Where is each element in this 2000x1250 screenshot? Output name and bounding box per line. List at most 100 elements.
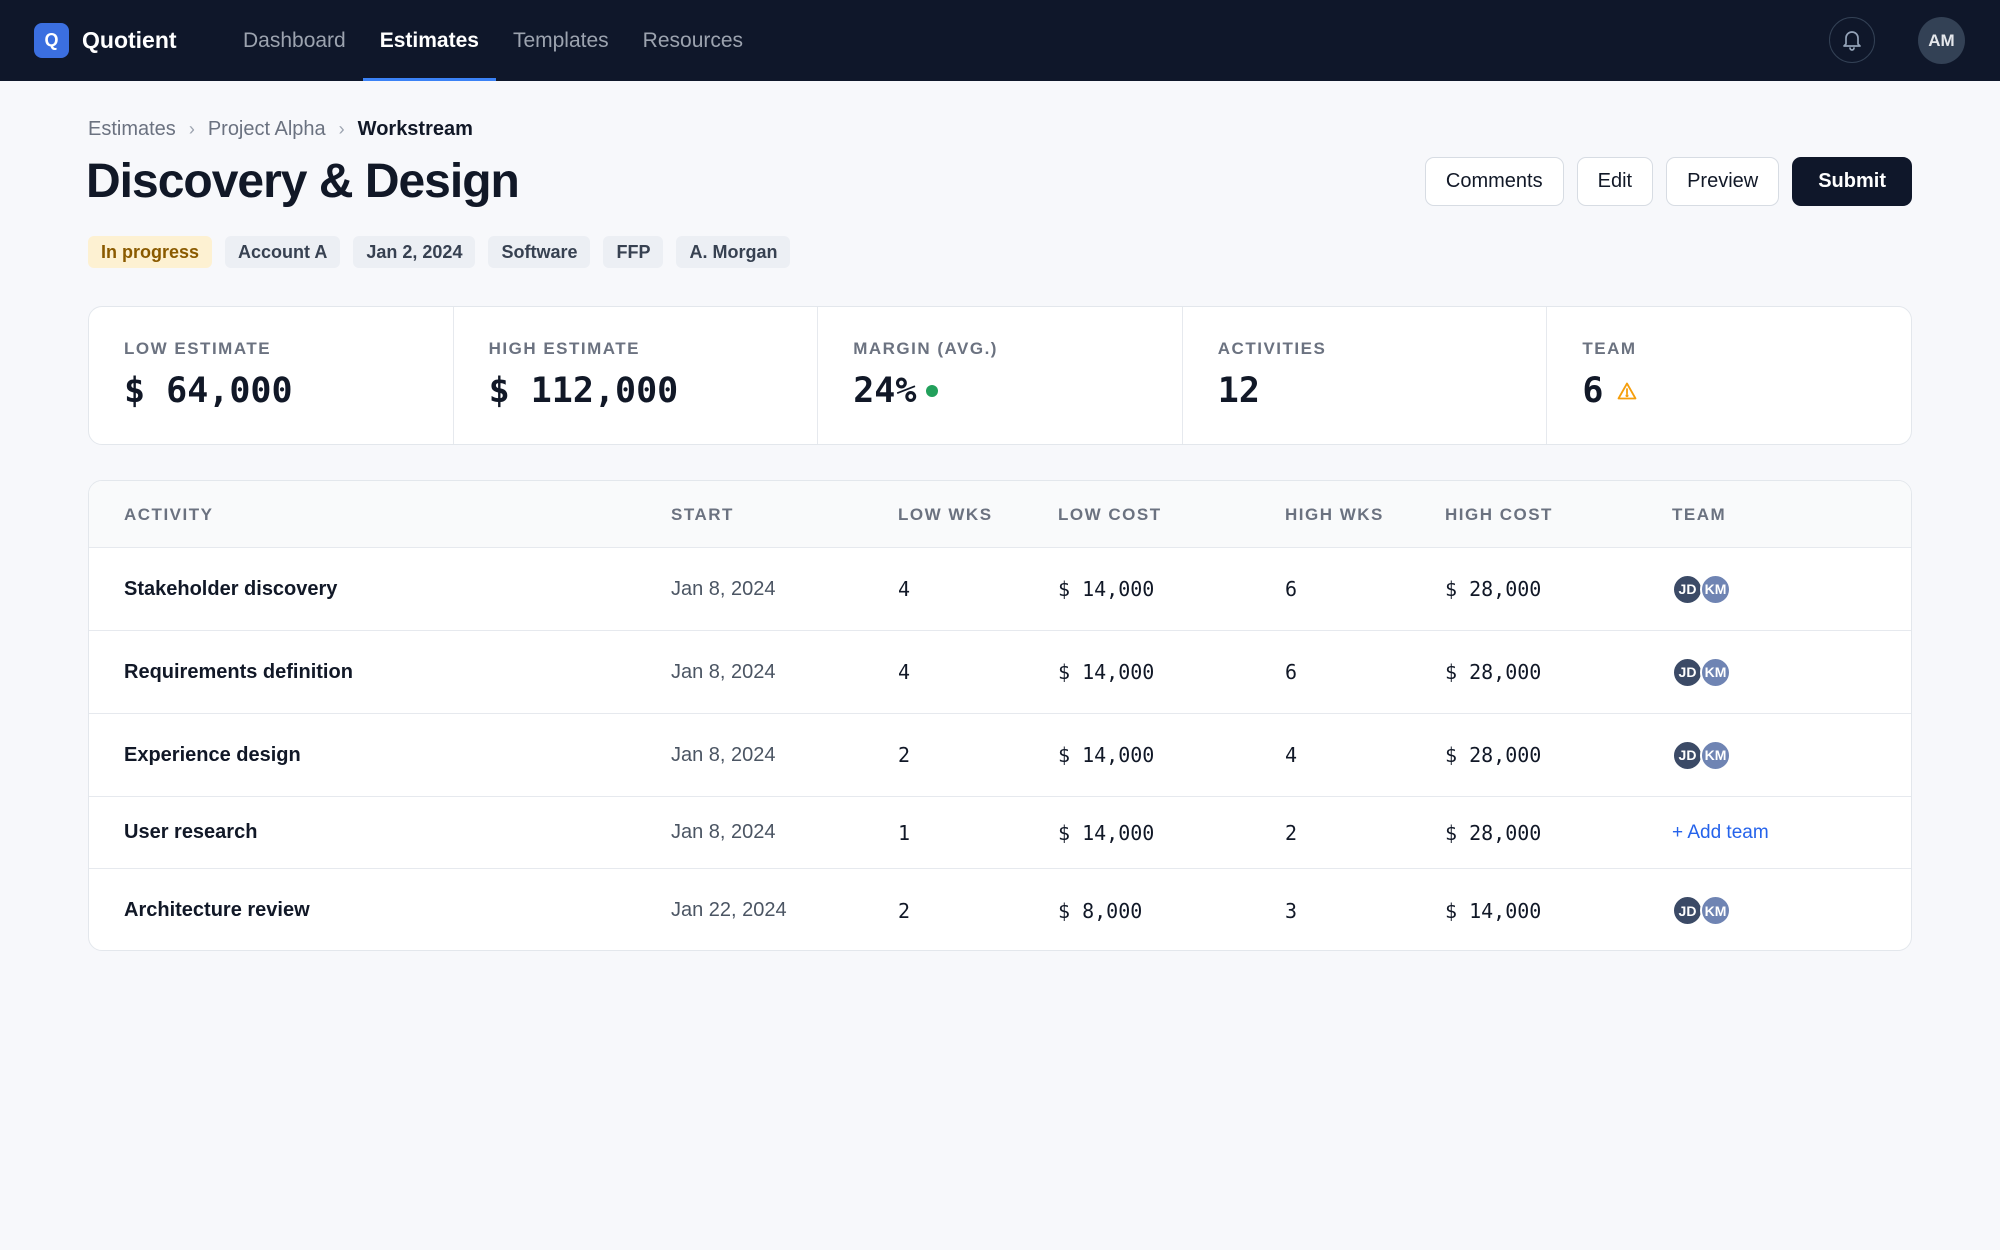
status-dot-icon — [926, 385, 939, 397]
column-header-low-cost[interactable]: LOW COST — [1058, 504, 1162, 524]
team-cell: JD KM — [1672, 631, 1731, 713]
summary-stats: LOW ESTIMATE $ 64,000 HIGH ESTIMATE $ 11… — [88, 306, 1912, 445]
team-cell: + Add team — [1672, 797, 1769, 868]
avatar: JD — [1672, 573, 1703, 605]
column-header-high-cost[interactable]: HIGH COST — [1445, 504, 1553, 524]
activity-name: Architecture review — [124, 899, 310, 921]
owner-tag: A. Morgan — [676, 236, 791, 268]
submit-button[interactable]: Submit — [1792, 157, 1912, 206]
high-wks: 6 — [1285, 660, 1298, 684]
chevron-right-icon: › — [188, 119, 195, 139]
avatar: KM — [1700, 656, 1731, 688]
user-avatar[interactable]: AM — [1918, 17, 1965, 64]
column-header-start[interactable]: START — [671, 504, 734, 524]
chevron-right-icon: › — [338, 119, 345, 139]
stat-team: TEAM 6 — [1547, 307, 1911, 444]
low-wks: 4 — [898, 577, 911, 601]
avatar: JD — [1672, 895, 1703, 926]
column-header-activity[interactable]: ACTIVITY — [124, 504, 214, 524]
comments-button[interactable]: Comments — [1424, 157, 1564, 206]
table-row[interactable]: Stakeholder discovery Jan 8, 2024 4 $ 14… — [89, 548, 1911, 631]
activities-table: ACTIVITY START LOW WKS LOW COST HIGH WKS… — [88, 480, 1912, 951]
table-row[interactable]: Experience design Jan 8, 2024 2 $ 14,000… — [89, 714, 1911, 797]
avatar: JD — [1672, 656, 1703, 688]
stat-value: 24% — [853, 371, 1182, 411]
account-tag: Account A — [225, 236, 341, 268]
team-avatars[interactable]: JD KM — [1672, 656, 1731, 688]
nav-item-estimates[interactable]: Estimates — [362, 0, 497, 81]
table-row[interactable]: User research Jan 8, 2024 1 $ 14,000 2 $… — [89, 797, 1911, 869]
low-cost: $ 14,000 — [1058, 820, 1155, 845]
stat-value: 6 — [1582, 371, 1911, 411]
stat-label: TEAM — [1582, 339, 1637, 358]
team-cell: JD KM — [1672, 714, 1731, 796]
breadcrumb: Estimates › Project Alpha › Workstream — [88, 118, 473, 141]
notifications-button[interactable] — [1829, 17, 1875, 63]
avatar: KM — [1700, 895, 1731, 926]
breadcrumb-item-estimates[interactable]: Estimates — [88, 118, 176, 140]
start-date: Jan 8, 2024 — [671, 577, 776, 600]
high-wks: 4 — [1285, 743, 1298, 767]
table-row[interactable]: Architecture review Jan 22, 2024 2 $ 8,0… — [89, 869, 1911, 950]
low-wks: 2 — [898, 898, 911, 923]
bell-icon — [1843, 31, 1861, 51]
high-wks: 6 — [1285, 577, 1298, 601]
high-wks: 2 — [1285, 820, 1298, 845]
high-cost: $ 28,000 — [1445, 577, 1542, 601]
high-estimate-value: $ 112,000 — [488, 371, 679, 411]
nav-item-templates[interactable]: Templates — [512, 28, 609, 52]
avatar: JD — [1672, 739, 1703, 771]
team-cell: JD KM — [1672, 548, 1731, 630]
low-cost: $ 14,000 — [1058, 743, 1155, 767]
team-value: 6 — [1582, 371, 1604, 411]
activities-value: 12 — [1217, 371, 1260, 411]
column-header-team[interactable]: TEAM — [1672, 504, 1727, 524]
main-nav: Dashboard Estimates Templates Resources — [226, 0, 760, 81]
warning-icon[interactable] — [1617, 382, 1637, 400]
stat-label: ACTIVITIES — [1217, 339, 1327, 358]
activity-name: User research — [124, 821, 258, 843]
nav-item-resources[interactable]: Resources — [642, 28, 744, 52]
team-avatars[interactable]: JD KM — [1672, 573, 1731, 605]
brand[interactable]: Q Quotient — [34, 23, 177, 58]
high-cost: $ 28,000 — [1445, 743, 1542, 767]
start-date: Jan 8, 2024 — [671, 821, 776, 843]
low-wks: 4 — [898, 660, 911, 684]
stat-label: HIGH ESTIMATE — [488, 339, 641, 358]
page-title: Discovery & Design — [86, 155, 520, 208]
activity-name: Experience design — [124, 743, 301, 766]
nav-item-dashboard[interactable]: Dashboard — [243, 28, 346, 52]
team-avatars[interactable]: JD KM — [1672, 895, 1731, 926]
start-date: Jan 8, 2024 — [671, 660, 776, 683]
low-wks: 2 — [898, 743, 911, 767]
stat-label: LOW ESTIMATE — [124, 339, 272, 358]
column-header-high-wks[interactable]: HIGH WKS — [1285, 504, 1384, 524]
date-tag: Jan 2, 2024 — [353, 236, 476, 268]
activity-name: Requirements definition — [124, 660, 353, 683]
low-cost: $ 14,000 — [1058, 577, 1155, 601]
stat-value: $ 112,000 — [489, 371, 818, 411]
column-header-low-wks[interactable]: LOW WKS — [898, 504, 993, 524]
top-nav: Q Quotient Dashboard Estimates Templates… — [0, 0, 2000, 81]
category-tag: Software — [488, 236, 591, 268]
stat-label: MARGIN (AVG.) — [853, 339, 998, 358]
team-cell: JD KM — [1672, 869, 1731, 950]
high-cost: $ 14,000 — [1445, 898, 1542, 923]
start-date: Jan 22, 2024 — [671, 899, 787, 921]
team-avatars[interactable]: JD KM — [1672, 739, 1731, 771]
low-cost: $ 14,000 — [1058, 660, 1155, 684]
preview-button[interactable]: Preview — [1666, 157, 1780, 206]
breadcrumb-item-project[interactable]: Project Alpha — [207, 118, 326, 140]
edit-button[interactable]: Edit — [1576, 157, 1654, 206]
page-actions: Comments Edit Preview Submit — [1424, 157, 1912, 206]
add-team-link[interactable]: + Add team — [1672, 821, 1769, 843]
stat-low-estimate: LOW ESTIMATE $ 64,000 — [89, 307, 454, 444]
stat-value: $ 64,000 — [124, 371, 453, 411]
high-cost: $ 28,000 — [1445, 820, 1542, 845]
meta-tags: In progress Account A Jan 2, 2024 Softwa… — [88, 236, 791, 268]
table-row[interactable]: Requirements definition Jan 8, 2024 4 $ … — [89, 631, 1911, 714]
stat-value: 12 — [1218, 371, 1547, 411]
breadcrumb-current: Workstream — [357, 118, 473, 140]
app-logo-icon: Q — [34, 23, 69, 58]
avatar: KM — [1700, 573, 1731, 605]
